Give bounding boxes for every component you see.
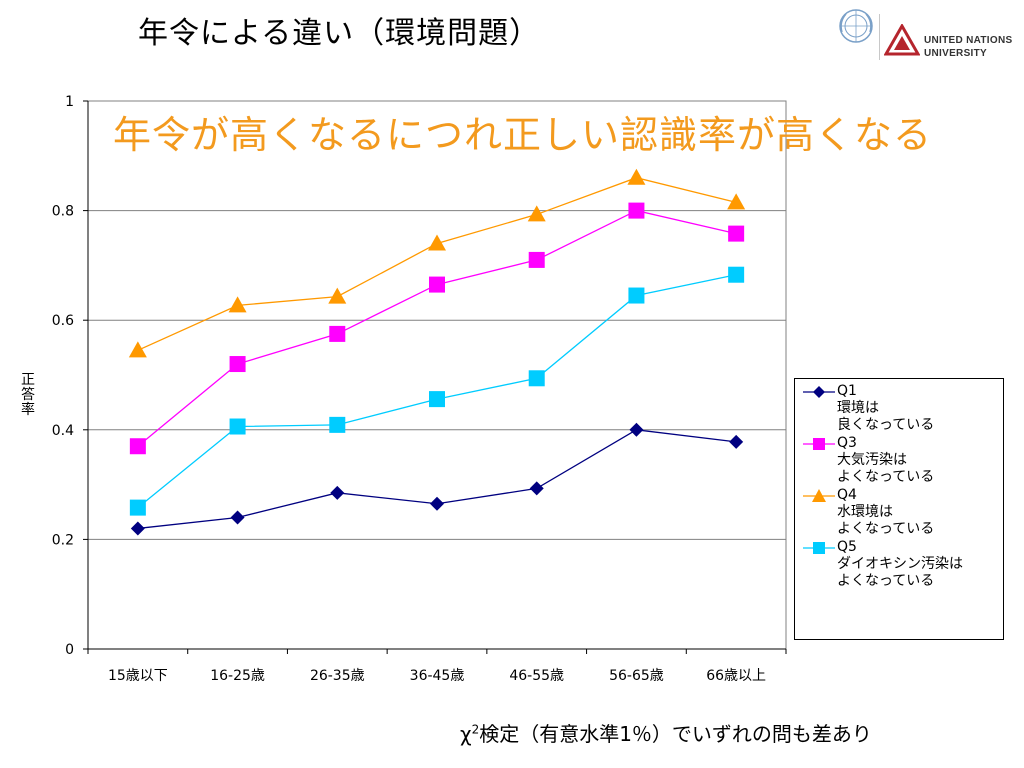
legend-series-desc: よくなっている — [837, 521, 935, 537]
y-tick-label: 0 — [65, 642, 74, 658]
x-tick-label: 56-65歳 — [609, 668, 664, 684]
legend-swatch — [803, 386, 835, 398]
legend-item-q5: Q5 ダイオキシン汚染は よくなっている — [801, 539, 1003, 590]
x-tick-label: 46-55歳 — [509, 668, 564, 684]
legend-series-name: Q5 — [837, 539, 857, 555]
un-emblem-icon — [839, 9, 873, 43]
data-point-q5 — [728, 266, 745, 283]
legend-item-q3: Q3 大気汚染は よくなっている — [801, 435, 1003, 486]
legend-series-desc: 大気汚染は — [837, 452, 907, 468]
data-point-q4 — [627, 168, 646, 185]
data-point-q5 — [528, 370, 545, 387]
y-tick-label: 0.8 — [52, 204, 74, 220]
x-tick-label: 15歳以下 — [108, 668, 168, 684]
y-tick-label: 1 — [65, 94, 74, 110]
x-tick-label: 66歳以上 — [706, 668, 766, 684]
legend-series-desc: 良くなっている — [837, 417, 935, 433]
data-point-q5 — [129, 499, 146, 516]
footnote: χ2検定（有意水準1％）でいずれの問も差あり — [460, 722, 872, 746]
data-point-q1 — [130, 521, 145, 536]
legend-series-name: Q4 — [837, 487, 857, 503]
x-tick-label: 16-25歳 — [210, 668, 265, 684]
legend-series-name: Q3 — [837, 435, 857, 451]
data-point-q1 — [430, 496, 444, 511]
x-tick-label: 26-35歳 — [310, 668, 365, 684]
data-point-q3 — [528, 251, 545, 268]
chart-title: 年令が高くなるにつれ正しい認識率が高くなる — [113, 113, 933, 157]
data-point-q5 — [329, 416, 346, 433]
slide-title: 年令による違い（環境問題） — [138, 16, 541, 51]
data-point-q1 — [629, 422, 644, 437]
legend-series-desc: よくなっている — [837, 469, 935, 485]
data-point-q1 — [330, 485, 345, 500]
data-point-q3 — [129, 438, 146, 455]
unu-logo-icon — [884, 24, 920, 56]
data-point-q4 — [228, 296, 247, 313]
plot-area — [87, 100, 787, 650]
legend-swatch — [803, 542, 835, 554]
data-point-q5 — [429, 391, 445, 408]
data-point-q4 — [428, 234, 446, 251]
legend-swatch — [803, 438, 835, 450]
data-point-q1 — [230, 510, 245, 525]
y-tick-label: 0.4 — [52, 423, 74, 439]
data-point-q3 — [429, 276, 445, 293]
data-point-q3 — [229, 356, 246, 373]
legend-item-q1: Q1 環境は 良くなっている — [801, 383, 1003, 434]
data-point-q5 — [229, 418, 246, 435]
y-tick-label: 0.6 — [52, 313, 74, 329]
legend-series-desc: 環境は — [837, 400, 879, 416]
data-point-q5 — [628, 287, 645, 304]
data-point-q4 — [328, 287, 347, 304]
logo-divider — [879, 14, 880, 60]
data-point-q1 — [729, 434, 744, 449]
data-point-q3 — [628, 202, 645, 219]
data-point-q4 — [128, 341, 147, 358]
data-point-q4 — [527, 205, 546, 222]
data-point-q1 — [529, 481, 544, 496]
legend-series-desc: 水環境は — [837, 504, 893, 520]
legend-series-desc: よくなっている — [837, 573, 935, 589]
data-point-q3 — [728, 225, 745, 242]
legend-series-desc: ダイオキシン汚染は — [837, 556, 963, 572]
unu-logo-text: UNITED NATIONS UNIVERSITY — [924, 35, 1013, 59]
legend-item-q4: Q4 水環境は よくなっている — [801, 487, 1003, 538]
y-tick-label: 0.2 — [52, 532, 74, 548]
legend-swatch — [803, 489, 835, 502]
data-point-q4 — [727, 193, 746, 210]
legend-series-name: Q1 — [837, 383, 857, 399]
x-tick-label: 36-45歳 — [410, 668, 465, 684]
y-axis-label: 正答率 — [21, 372, 35, 418]
chart-legend: Q1 環境は 良くなっている Q3 大気汚染は よくなっている Q4 水環境は よくなっている Q… — [794, 378, 1004, 640]
data-point-q3 — [329, 325, 346, 342]
